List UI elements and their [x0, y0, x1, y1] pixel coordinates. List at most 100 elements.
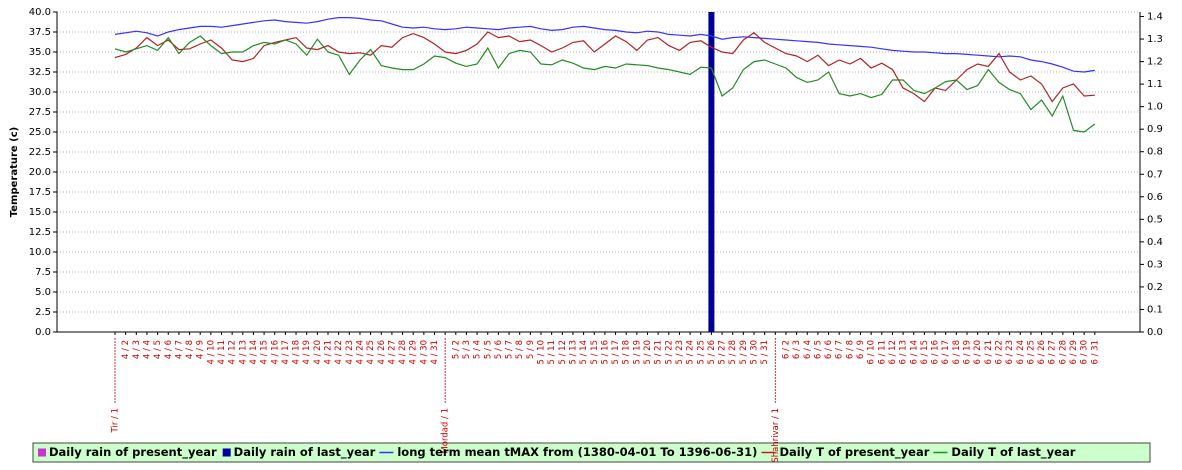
- y-tick-label: 20.0: [29, 167, 51, 178]
- y-tick-label: 27.5: [29, 107, 51, 118]
- x-tick-label: 6 / 16: [931, 340, 941, 365]
- y-axis-label: Temperature (c): [9, 127, 20, 217]
- x-tick-label: 5 / 27: [718, 340, 728, 365]
- x-tick-label: 4 / 27: [387, 340, 397, 365]
- x-tick-label: 4 / 8: [185, 340, 195, 359]
- x-tick-label: 4 / 31: [430, 340, 440, 365]
- y-tick-label: 0.0: [35, 327, 51, 338]
- x-tick-label: 5 / 30: [750, 340, 760, 365]
- x-tick-label: 6 / 9: [856, 340, 866, 359]
- y2-tick-label: 0.0: [1147, 327, 1163, 338]
- x-tick-label: 4 / 10: [206, 340, 216, 365]
- y-tick-label: 35.0: [29, 47, 51, 58]
- x-tick-label: 4 / 13: [238, 340, 248, 365]
- y2-tick-label: 1.1: [1147, 79, 1163, 90]
- x-tick-label: 6 / 11: [877, 340, 887, 365]
- y2-tick-label: 0.7: [1147, 169, 1163, 180]
- legend-label: Daily T of present_year: [779, 445, 929, 460]
- x-tick-label: 6 / 25: [1026, 340, 1036, 365]
- x-tick-label: 5 / 2: [451, 340, 461, 359]
- x-tick-label: 6 / 20: [973, 340, 983, 365]
- line-series: [114, 17, 1095, 73]
- x-tick-label: 4 / 4: [142, 340, 152, 359]
- x-tick-label: 4 / 26: [377, 340, 387, 365]
- x-tick-label: 6 / 27: [1048, 340, 1058, 365]
- y2-tick-label: 0.4: [1147, 237, 1163, 248]
- x-tick-label: 4 / 18: [292, 340, 302, 365]
- x-tick-label: 6 / 7: [835, 340, 845, 359]
- x-tick-label: 5 / 23: [675, 340, 685, 365]
- y2-tick-label: 1.0: [1147, 102, 1163, 113]
- x-tick-label: 4 / 23: [345, 340, 355, 365]
- y-tick-label: 37.5: [29, 27, 51, 38]
- y2-tick-label: 1.4: [1147, 12, 1163, 23]
- x-tick-label: 6 / 29: [1069, 340, 1079, 365]
- x-tick-label: 5 / 3: [462, 340, 472, 359]
- x-tick-label: 5 / 14: [579, 340, 589, 365]
- y2-tick-label: 0.2: [1147, 282, 1163, 293]
- x-tick-label: 5 / 13: [568, 340, 578, 365]
- legend-label: Daily rain of last_year: [234, 445, 376, 460]
- x-tick-label: 5 / 25: [696, 340, 706, 365]
- x-tick-label: 4 / 7: [174, 340, 184, 359]
- x-tick-label: 4 / 20: [313, 340, 323, 365]
- x-tick-label: 6 / 17: [941, 340, 951, 365]
- x-tick-label: 5 / 28: [728, 340, 738, 365]
- x-tick-label: Mordad / 1: [441, 408, 451, 454]
- x-tick-label: 6 / 31: [1090, 340, 1100, 365]
- y2-tick-label: 0.3: [1147, 259, 1163, 270]
- x-tick-label: 6 / 4: [803, 340, 813, 359]
- y-tick-label: 30.0: [29, 87, 51, 98]
- legend-box: [32, 442, 1151, 463]
- line-series: [114, 35, 1096, 133]
- legend-swatch: [38, 448, 46, 457]
- x-tick-label: 6 / 28: [1058, 340, 1068, 365]
- x-tick-label: 5 / 21: [654, 340, 664, 365]
- x-tick-label: 5 / 12: [558, 340, 568, 365]
- x-tick-label: 6 / 3: [792, 340, 802, 359]
- x-tick-label: 5 / 20: [643, 340, 653, 365]
- x-tick-label: 4 / 25: [366, 340, 376, 365]
- x-tick-label: 5 / 4: [473, 340, 483, 359]
- x-tick-label: 6 / 12: [888, 340, 898, 365]
- x-tick-label: 4 / 3: [132, 340, 142, 359]
- x-tick-label: 5 / 11: [547, 340, 557, 365]
- x-tick-label: 5 / 26: [707, 340, 717, 365]
- x-tick-label: 6 / 10: [867, 340, 877, 365]
- x-tick-label: 4 / 22: [334, 340, 344, 365]
- y-tick-label: 2.5: [35, 307, 51, 318]
- x-tick-label: 6 / 23: [1005, 340, 1015, 365]
- x-tick-label: 6 / 8: [845, 340, 855, 359]
- y-tick-label: 17.5: [29, 187, 51, 198]
- x-tick-label: 4 / 2: [121, 340, 131, 359]
- y-tick-label: 12.5: [29, 227, 51, 238]
- x-tick-label: 6 / 6: [824, 340, 834, 359]
- x-tick-label: 6 / 24: [1016, 340, 1026, 365]
- x-tick-label: Tir / 1: [111, 408, 121, 433]
- y-tick-label: 10.0: [29, 247, 51, 258]
- x-tick-label: 5 / 6: [494, 340, 504, 359]
- y-tick-label: 25.0: [29, 127, 51, 138]
- x-tick-label: 4 / 5: [153, 340, 163, 359]
- x-tick-label: 5 / 10: [537, 340, 547, 365]
- x-tick-label: 6 / 26: [1037, 340, 1047, 365]
- x-tick-label: 5 / 15: [590, 340, 600, 365]
- x-tick-label: 6 / 18: [952, 340, 962, 365]
- x-tick-label: 4 / 19: [302, 340, 312, 365]
- y-tick-label: 15.0: [29, 207, 51, 218]
- x-tick-label: 5 / 9: [526, 340, 536, 359]
- x-tick-label: 6 / 2: [781, 340, 791, 359]
- x-tick-label: 4 / 30: [419, 340, 429, 365]
- legend-label: Daily T of last_year: [951, 445, 1075, 460]
- y-tick-label: 5.0: [35, 287, 51, 298]
- x-tick-label: 5 / 17: [611, 340, 621, 365]
- x-tick-label: 5 / 8: [515, 340, 525, 359]
- x-tick-label: 4 / 6: [164, 340, 174, 359]
- x-tick-label: 5 / 29: [739, 340, 749, 365]
- y-tick-label: 40.0: [29, 7, 51, 18]
- y2-tick-label: 0.1: [1147, 304, 1163, 315]
- y2-tick-label: 0.9: [1147, 124, 1163, 135]
- x-tick-label: 6 / 5: [813, 340, 823, 359]
- x-tick-label: 5 / 22: [664, 340, 674, 365]
- x-tick-label: 5 / 18: [622, 340, 632, 365]
